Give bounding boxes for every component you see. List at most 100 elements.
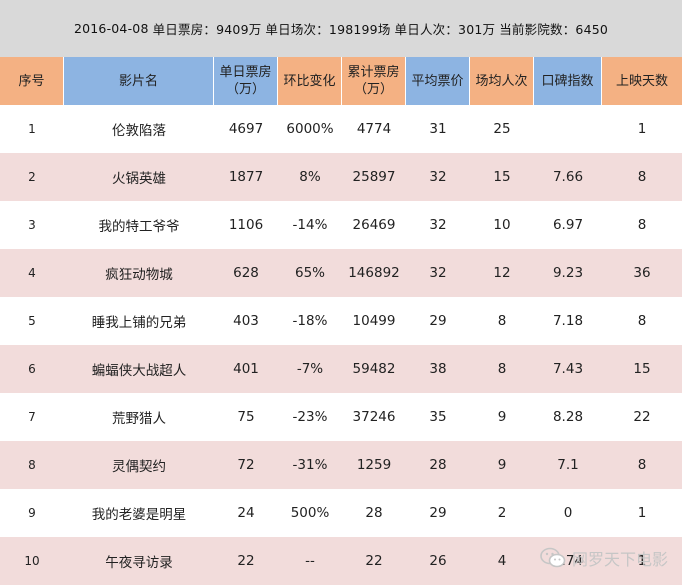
- table-cell: -7%: [296, 361, 324, 377]
- table-cell: 26: [429, 553, 447, 569]
- table-cell: 1: [637, 505, 647, 521]
- table-cell: 500%: [290, 505, 330, 521]
- summary-daily-shows: 单日场次：198199场: [265, 22, 391, 37]
- table-cell: 3: [28, 218, 36, 232]
- wechat-icon: [540, 547, 566, 568]
- table-cell: 15: [633, 361, 651, 377]
- table-cell: 8: [637, 217, 647, 233]
- table-cell: 7.18: [552, 313, 584, 329]
- box-office-table: 序号 影片名 单日票房 （万） 环比变化 累计票房 （万） 平均票价 场均人次 口碑…: [0, 57, 682, 585]
- table-cell: 9: [497, 409, 507, 425]
- table-cell: 我的特工爷爷: [98, 219, 180, 235]
- table-cell: 10499: [352, 313, 396, 329]
- table-cell: 1106: [228, 217, 264, 233]
- table-cell: 7.43: [552, 361, 584, 377]
- table-cell: 35: [429, 409, 447, 425]
- header-cell: 序号: [0, 57, 64, 105]
- table-cell: 22: [237, 553, 255, 569]
- table-cell: 8%: [299, 169, 321, 185]
- table-cell: 401: [233, 361, 259, 377]
- header-cell: 口碑指数: [534, 57, 602, 105]
- table-cell: 2: [28, 170, 36, 184]
- table-cell: 睡我上铺的兄弟: [91, 315, 187, 331]
- header-cell: 影片名: [64, 57, 214, 105]
- header-cell: 累计票房 （万）: [342, 57, 406, 105]
- table-cell: 65%: [294, 265, 325, 281]
- table-cell: 37246: [352, 409, 396, 425]
- table-cell: 2: [497, 505, 507, 521]
- table-cell: 1259: [356, 457, 392, 473]
- summary-bar: 2016-04-08 单日票房：9409万 单日场次：198199场 单日人次：…: [0, 0, 682, 57]
- table-cell: 4697: [228, 121, 264, 137]
- table-cell: 9: [497, 457, 507, 473]
- table-cell: 5: [28, 314, 36, 328]
- table-row: 6 蝙蝠侠大战超人 401 -7% 59482 38 8 7.43 15: [0, 345, 682, 393]
- table-cell: 28: [429, 457, 447, 473]
- table-cell: 28: [365, 505, 383, 521]
- table-cell: 15: [493, 169, 511, 185]
- table-cell: 我的老婆是明星: [91, 507, 187, 523]
- table-cell: 22: [365, 553, 383, 569]
- table-cell: 8.28: [552, 409, 584, 425]
- table-cell: 6000%: [286, 121, 334, 137]
- summary-date: 2016-04-08: [73, 21, 149, 36]
- table-cell: 25897: [352, 169, 396, 185]
- summary-cinemas: 当前影院数：6450: [499, 22, 609, 37]
- table-cell: 31: [429, 121, 447, 137]
- table-cell: 1: [637, 553, 647, 569]
- table-row: 8 灵偶契约 72 -31% 1259 28 9 7.1 8: [0, 441, 682, 489]
- table-header: 序号 影片名 单日票房 （万） 环比变化 累计票房 （万） 平均票价 场均人次 口碑…: [0, 57, 682, 105]
- header-cell: 上映天数: [602, 57, 682, 105]
- watermark-text: 网罗天下电影: [571, 550, 668, 569]
- table-cell: 32: [429, 265, 447, 281]
- table-cell: -31%: [292, 457, 328, 473]
- table-cell: 8: [637, 169, 647, 185]
- table-row: 2 火锅英雄 1877 8% 25897 32 15 7.66 8: [0, 153, 682, 201]
- table-cell: 36: [633, 265, 651, 281]
- table-row: 5 睡我上铺的兄弟 403 -18% 10499 29 8 7.18 8: [0, 297, 682, 345]
- table-cell: 10: [24, 554, 40, 568]
- table-row: 7 荒野猎人 75 -23% 37246 35 9 8.28 22: [0, 393, 682, 441]
- table-cell: 8: [637, 313, 647, 329]
- table-cell: 6: [28, 362, 36, 376]
- table-cell: 22: [633, 409, 651, 425]
- table-cell: 12: [493, 265, 511, 281]
- table-cell: 4774: [356, 121, 392, 137]
- table-cell: 8: [637, 457, 647, 473]
- table-cell: 32: [429, 217, 447, 233]
- table-cell: 146892: [348, 265, 400, 281]
- summary-daily-box: 单日票房：9409万: [152, 22, 262, 37]
- table-cell: 8: [497, 361, 507, 377]
- table-cell: 9.23: [552, 265, 584, 281]
- table-cell: 疯狂动物城: [105, 267, 173, 283]
- table-cell: 32: [429, 169, 447, 185]
- table-cell: 59482: [352, 361, 396, 377]
- table-cell: 火锅英雄: [112, 171, 166, 187]
- table-cell: -14%: [292, 217, 328, 233]
- table-cell: 4: [28, 266, 36, 280]
- header-cell: 单日票房 （万）: [214, 57, 278, 105]
- table-cell: --: [305, 553, 315, 569]
- table-cell: 10: [493, 217, 511, 233]
- table-row: 4 疯狂动物城 628 65% 146892 32 12 9.23 36: [0, 249, 682, 297]
- table-cell: 7.1: [557, 457, 579, 473]
- table-cell: 25: [493, 121, 511, 137]
- table-cell: 1: [637, 121, 647, 137]
- table-cell: 7: [28, 410, 36, 424]
- table-cell: 0: [563, 505, 573, 521]
- table-row: 9 我的老婆是明星 24 500% 28 29 2 0 1: [0, 489, 682, 537]
- table-cell: 灵偶契约: [112, 459, 166, 475]
- table-cell: 6.97: [552, 217, 584, 233]
- table-cell: 9: [28, 506, 36, 520]
- table-row: 3 我的特工爷爷 1106 -14% 26469 32 10 6.97 8: [0, 201, 682, 249]
- table-cell: 1877: [228, 169, 264, 185]
- table-cell: 7.66: [552, 169, 584, 185]
- table-cell: -23%: [292, 409, 328, 425]
- table-cell: 38: [429, 361, 447, 377]
- table-cell: [534, 105, 602, 153]
- table-cell: 26469: [352, 217, 396, 233]
- table-cell: 29: [429, 313, 447, 329]
- table-cell: 628: [233, 265, 259, 281]
- table-cell: 蝙蝠侠大战超人: [91, 363, 187, 379]
- table-cell: 75: [237, 409, 255, 425]
